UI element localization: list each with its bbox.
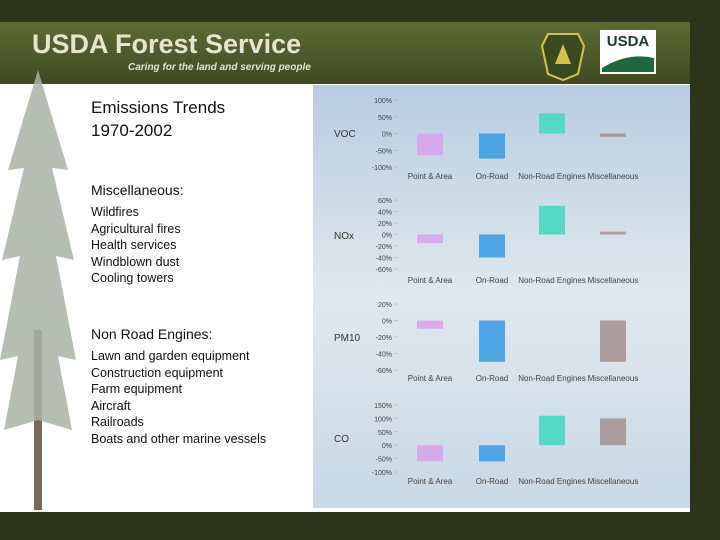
y-tick-label: -50% [376,148,392,155]
bar [479,234,505,258]
list-item: Boats and other marine vessels [91,431,267,446]
y-tick-label: 100% [374,98,392,105]
bar [479,445,505,462]
bar [417,320,443,329]
x-tick-label: Non-Road Engines [518,276,586,285]
list-item: Construction equipment [91,365,224,380]
x-tick-label: On-Road [475,477,509,486]
y-axis-label: NOx [334,231,354,242]
y-tick-label: 150% [374,403,392,410]
y-tick-label: 50% [378,115,392,122]
y-axis-label: VOC [334,129,356,140]
list-item: Windblown dust [91,254,180,269]
list-item: Farm equipment [91,382,183,396]
list-item: Health services [91,238,177,252]
x-tick-label: Non-Road Engines [518,374,586,383]
bar [539,415,565,446]
y-tick-label: -50% [376,457,392,464]
bar [417,445,443,462]
y-tick-label: 60% [378,198,392,205]
x-tick-label: On-Road [475,172,509,181]
x-tick-label: On-Road [475,374,509,383]
banner-title: USDA Forest Service [32,29,301,59]
shield-tree [555,44,571,64]
y-tick-label: 20% [378,302,392,309]
usda-logo-text: USDA [607,33,650,50]
charts: VOC 100% 50% 0% -50% -100% NOx 60% 40% 20% 0% -20% -… [334,98,626,477]
y-axis-label: CO [334,434,349,445]
x-tick-label: Non-Road Engines [518,477,586,486]
bar [539,113,565,134]
y-axis-label: PM10 [334,333,361,344]
y-tick-label: -20% [376,335,392,342]
bar [600,418,626,446]
list-item: Railroads [91,415,144,429]
y-tick-label: -20% [376,244,392,251]
y-tick-label: -60% [376,368,392,375]
y-tick-label: 50% [378,430,392,437]
list-item: Aircraft [91,398,131,413]
bar [539,205,565,235]
y-tick-label: 100% [374,416,392,423]
list-item: Lawn and garden equipment [91,349,250,363]
slide-title: Emissions Trends [91,98,226,117]
bar [479,133,505,159]
y-tick-label: 20% [378,221,392,228]
bar [600,320,626,362]
y-tick-label: 0% [382,233,392,240]
y-tick-label: 0% [382,132,392,139]
x-tick-label: On-Road [475,276,509,285]
y-tick-label: -40% [376,256,392,263]
section-heading: Non Road Engines: [91,326,213,342]
x-tick-label: Point & Area [407,374,453,383]
y-tick-label: 0% [382,319,392,326]
x-tick-label: Miscellaneous [587,276,639,285]
x-tick-label: Point & Area [407,172,453,181]
y-tick-label: 40% [378,210,392,217]
usda-logo-field [602,56,654,72]
x-tick-label: Miscellaneous [587,477,639,486]
list-item: Agricultural fires [91,221,181,236]
section-heading: Miscellaneous: [91,182,184,198]
x-tick-label: Miscellaneous [587,172,639,181]
y-tick-label: 0% [382,443,392,450]
bar [417,133,443,156]
y-tick-label: -60% [376,267,392,274]
bar [600,231,626,235]
y-tick-label: -100% [372,470,392,477]
bar [600,133,626,137]
slide-title: 1970-2002 [91,121,173,140]
bar [417,234,443,244]
list-item: Cooling towers [91,271,174,285]
y-tick-label: -100% [372,165,392,172]
list-item: Wildfires [91,205,139,219]
x-tick-label: Point & Area [407,276,453,285]
x-tick-label: Miscellaneous [587,374,639,383]
bar [479,320,505,362]
banner-tagline: Caring for the land and serving people [128,62,311,73]
x-tick-label: Point & Area [407,477,453,486]
tree-foliage [0,70,76,430]
y-tick-label: -40% [376,352,392,359]
x-tick-label: Non-Road Engines [518,172,586,181]
